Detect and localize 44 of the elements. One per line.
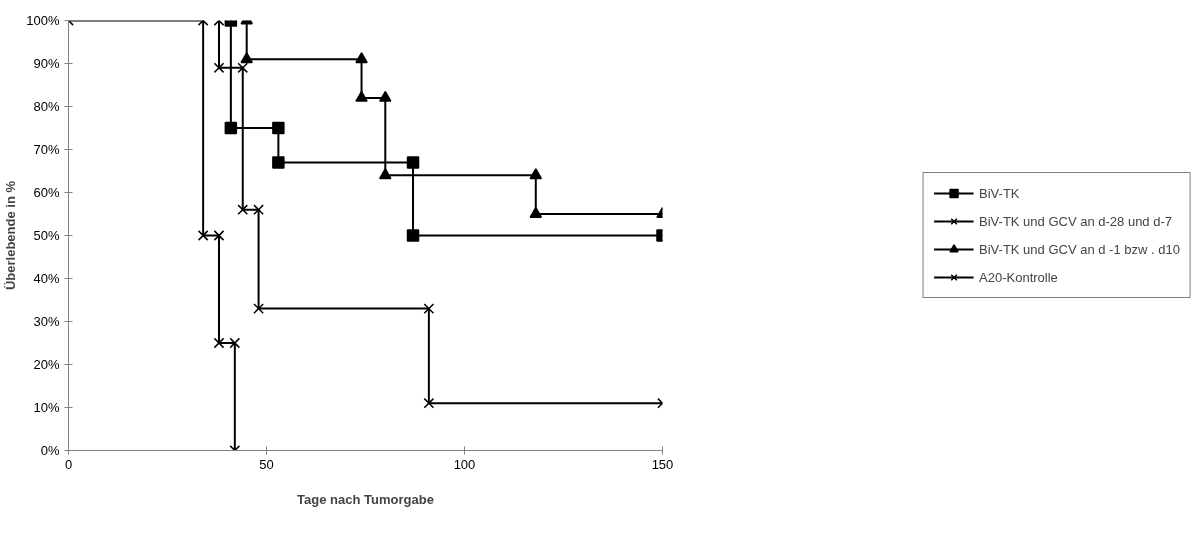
x-tick-label: 0 (64, 456, 73, 472)
y-tick-label: 30% (33, 314, 60, 329)
point (237, 62, 249, 74)
y-axis-title: Überlebende in % (3, 180, 19, 291)
point (213, 337, 225, 349)
point (406, 156, 420, 169)
y-tick-label: 70% (33, 142, 60, 157)
point (253, 303, 264, 314)
y-tick-label: 10% (33, 400, 60, 415)
legend-label: BiV-TK und GCV an d -1 bzw . d10 (979, 241, 1180, 257)
y-tick-label: 80% (33, 99, 60, 114)
point (529, 168, 543, 180)
point (213, 62, 225, 74)
point (253, 204, 264, 216)
point (229, 337, 241, 349)
point (213, 230, 225, 241)
point (379, 168, 392, 180)
point (272, 156, 285, 169)
y-tick-label: 20% (33, 357, 60, 372)
legend-label: BiV-TK und GCV an d-28 und d-7 (979, 213, 1173, 229)
y-tick-label: 90% (33, 56, 60, 71)
point (355, 52, 368, 64)
point (355, 90, 368, 102)
y-tick-label: 0% (40, 443, 60, 458)
x-tick-label: 100 (453, 456, 476, 472)
y-tick-label: 40% (33, 271, 60, 286)
x-tick-label: 50 (259, 456, 274, 472)
x-axis-title: Tage nach Tumorgabe (297, 491, 434, 507)
point (379, 90, 392, 102)
point (237, 204, 249, 216)
y-tick-label: 50% (33, 228, 60, 243)
legend-label: A20-Kontrolle (979, 269, 1058, 285)
x-tick-label: 150 (651, 456, 674, 472)
point (529, 206, 543, 218)
point (240, 52, 253, 64)
point (406, 229, 420, 242)
y-tick-label: 60% (33, 185, 60, 200)
point (197, 230, 209, 241)
point (423, 397, 435, 409)
legend-label: BiV-TK (979, 185, 1020, 201)
point (224, 121, 238, 135)
point (272, 121, 285, 135)
y-tick-label: 100% (26, 13, 60, 28)
point (423, 303, 435, 314)
